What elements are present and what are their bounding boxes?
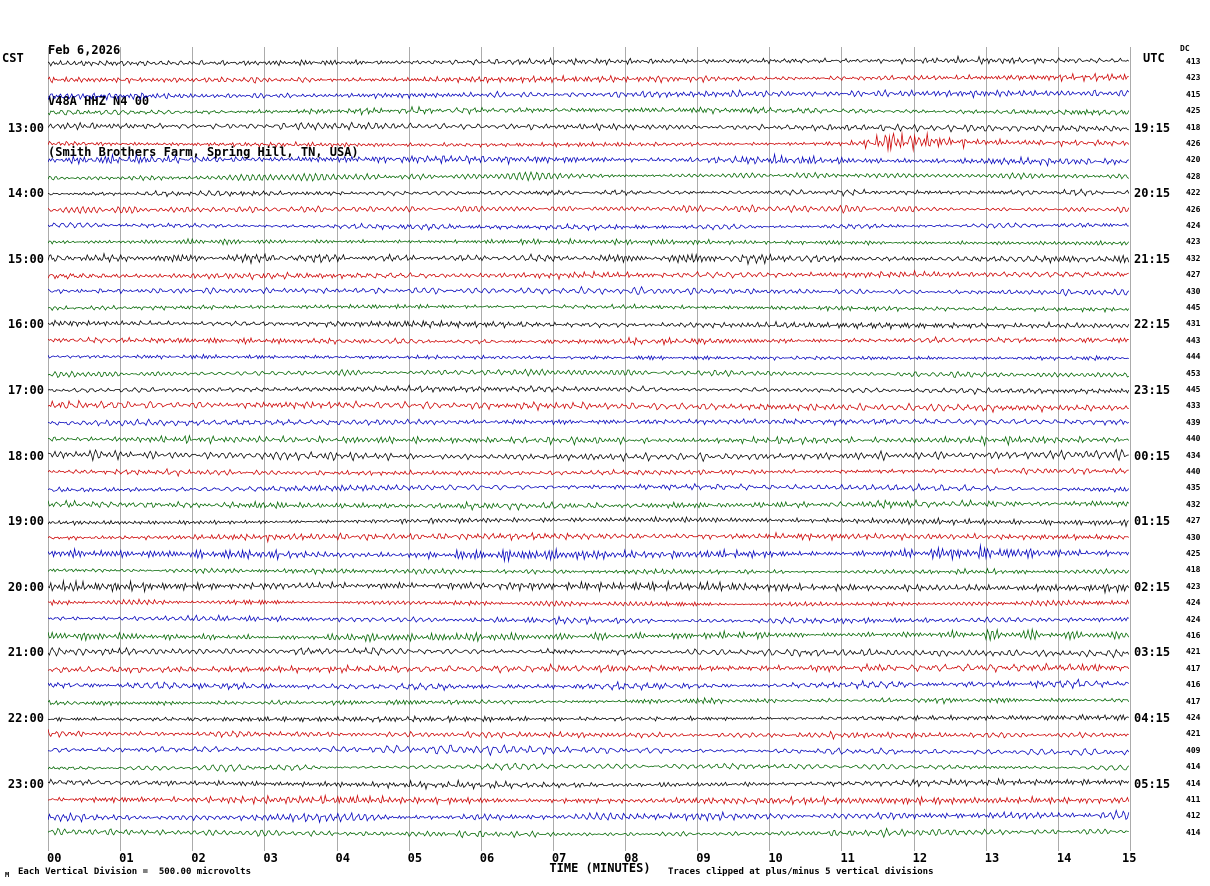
dc-value: 420 — [1186, 155, 1201, 165]
cst-hour-label: 20:00 — [7, 579, 44, 594]
x-axis-tick-label: 14 — [1056, 851, 1072, 865]
utc-hour-label: 01:15 — [1134, 514, 1171, 529]
utc-hour-label: 04:15 — [1134, 711, 1171, 725]
dc-value: 431 — [1186, 319, 1201, 329]
x-axis-tick-label: 09 — [696, 851, 711, 865]
cst-hour-label: 22:00 — [7, 711, 44, 725]
dc-value: 439 — [1186, 417, 1201, 427]
x-axis-tick-label: 08 — [624, 851, 639, 865]
dc-value: 445 — [1186, 303, 1201, 312]
utc-hour-label: 21:15 — [1134, 251, 1171, 266]
dc-value: 440 — [1186, 434, 1201, 444]
x-axis-tick-label: 05 — [407, 851, 423, 865]
x-axis-tick-label: 15 — [1122, 851, 1137, 865]
cst-hour-label: 23:00 — [7, 776, 44, 791]
dc-value: 415 — [1186, 89, 1201, 99]
cst-hour-label: 17:00 — [7, 383, 44, 397]
utc-hour-label: 22:15 — [1134, 317, 1171, 332]
dc-value: 421 — [1186, 647, 1201, 657]
dc-value: 443 — [1186, 335, 1201, 345]
x-axis-tick-label: 10 — [768, 851, 783, 865]
right-axis-title: UTC — [1143, 51, 1165, 65]
dc-value: 434 — [1186, 450, 1201, 460]
dc-value: 414 — [1186, 778, 1201, 788]
utc-hour-label: 20:15 — [1134, 186, 1171, 201]
dc-value: 414 — [1186, 762, 1201, 772]
dc-value: 423 — [1186, 581, 1201, 591]
dc-value: 428 — [1186, 171, 1201, 181]
cst-hour-label: 13:00 — [7, 120, 44, 135]
utc-hour-label: 03:15 — [1134, 645, 1171, 660]
utc-hour-label: 23:15 — [1134, 383, 1171, 397]
utc-hour-label: 02:15 — [1134, 579, 1171, 594]
x-axis-tick-label: 04 — [335, 851, 350, 865]
x-axis-tick-label: 12 — [912, 851, 928, 865]
corner-logo-mark: M — [5, 871, 10, 879]
cst-hour-label: 15:00 — [7, 251, 44, 266]
dc-value: 413 — [1186, 57, 1201, 66]
utc-hour-label: 19:15 — [1134, 120, 1171, 135]
x-axis-tick-label: 00 — [47, 851, 62, 865]
dc-value: 418 — [1186, 122, 1201, 132]
x-axis-tick-label: 03 — [263, 851, 278, 865]
x-axis-tick-label: 07 — [551, 851, 567, 865]
dc-value: 418 — [1186, 565, 1201, 575]
cst-hour-label: 16:00 — [7, 317, 44, 332]
dc-axis-title: DC — [1180, 44, 1190, 53]
dc-value: 444 — [1186, 352, 1201, 362]
cst-hour-label: 18:00 — [7, 448, 44, 463]
x-axis-tick-label: 06 — [479, 851, 495, 865]
dc-value: 430 — [1186, 286, 1201, 296]
dc-value: 423 — [1186, 73, 1201, 83]
dc-value: 445 — [1186, 385, 1201, 394]
dc-value: 414 — [1186, 827, 1201, 837]
x-axis-tick-label: 02 — [191, 851, 206, 865]
dc-value: 432 — [1186, 253, 1201, 263]
dc-value: 411 — [1186, 795, 1201, 804]
dc-value: 426 — [1186, 204, 1201, 214]
dc-value: 412 — [1186, 811, 1201, 821]
dc-value: 427 — [1186, 516, 1201, 526]
dc-value: 430 — [1186, 532, 1201, 542]
left-axis-title: CST — [2, 51, 24, 65]
footer-scale-note: Each Vertical Division = 500.00 microvol… — [18, 867, 251, 877]
dc-value: 425 — [1186, 106, 1201, 116]
dc-value: 427 — [1186, 270, 1201, 280]
x-axis-tick-label: 13 — [984, 851, 1000, 865]
cst-hour-label: 14:00 — [7, 186, 44, 201]
x-axis-tick-label: 11 — [840, 851, 855, 865]
utc-hour-label: 00:15 — [1134, 448, 1171, 463]
dc-value: 425 — [1186, 549, 1201, 558]
utc-hour-label: 05:15 — [1134, 776, 1171, 791]
dc-value: 409 — [1186, 745, 1201, 755]
dc-value: 453 — [1186, 368, 1201, 378]
dc-value: 433 — [1186, 401, 1201, 411]
dc-value: 416 — [1186, 680, 1201, 690]
x-axis-title: TIME (MINUTES) — [549, 861, 651, 875]
cst-hour-label: 19:00 — [7, 514, 44, 529]
dc-value: 424 — [1186, 598, 1201, 608]
dc-value: 424 — [1186, 713, 1201, 722]
dc-value: 440 — [1186, 467, 1201, 476]
dc-value: 421 — [1186, 729, 1201, 739]
cst-hour-label: 21:00 — [7, 645, 44, 660]
dc-value: 424 — [1186, 614, 1201, 624]
dc-value: 417 — [1186, 663, 1201, 673]
seismogram-trace-canvas — [48, 46, 1131, 852]
dc-value: 432 — [1186, 499, 1201, 509]
dc-value: 424 — [1186, 221, 1201, 230]
dc-value: 426 — [1186, 139, 1201, 148]
dc-value: 435 — [1186, 483, 1201, 493]
footer-clip-note: Traces clipped at plus/minus 5 vertical … — [668, 867, 934, 877]
dc-value: 416 — [1186, 631, 1201, 640]
dc-value: 422 — [1186, 188, 1201, 198]
dc-value: 423 — [1186, 237, 1201, 247]
x-axis-tick-label: 01 — [119, 851, 134, 865]
dc-value: 417 — [1186, 696, 1201, 706]
